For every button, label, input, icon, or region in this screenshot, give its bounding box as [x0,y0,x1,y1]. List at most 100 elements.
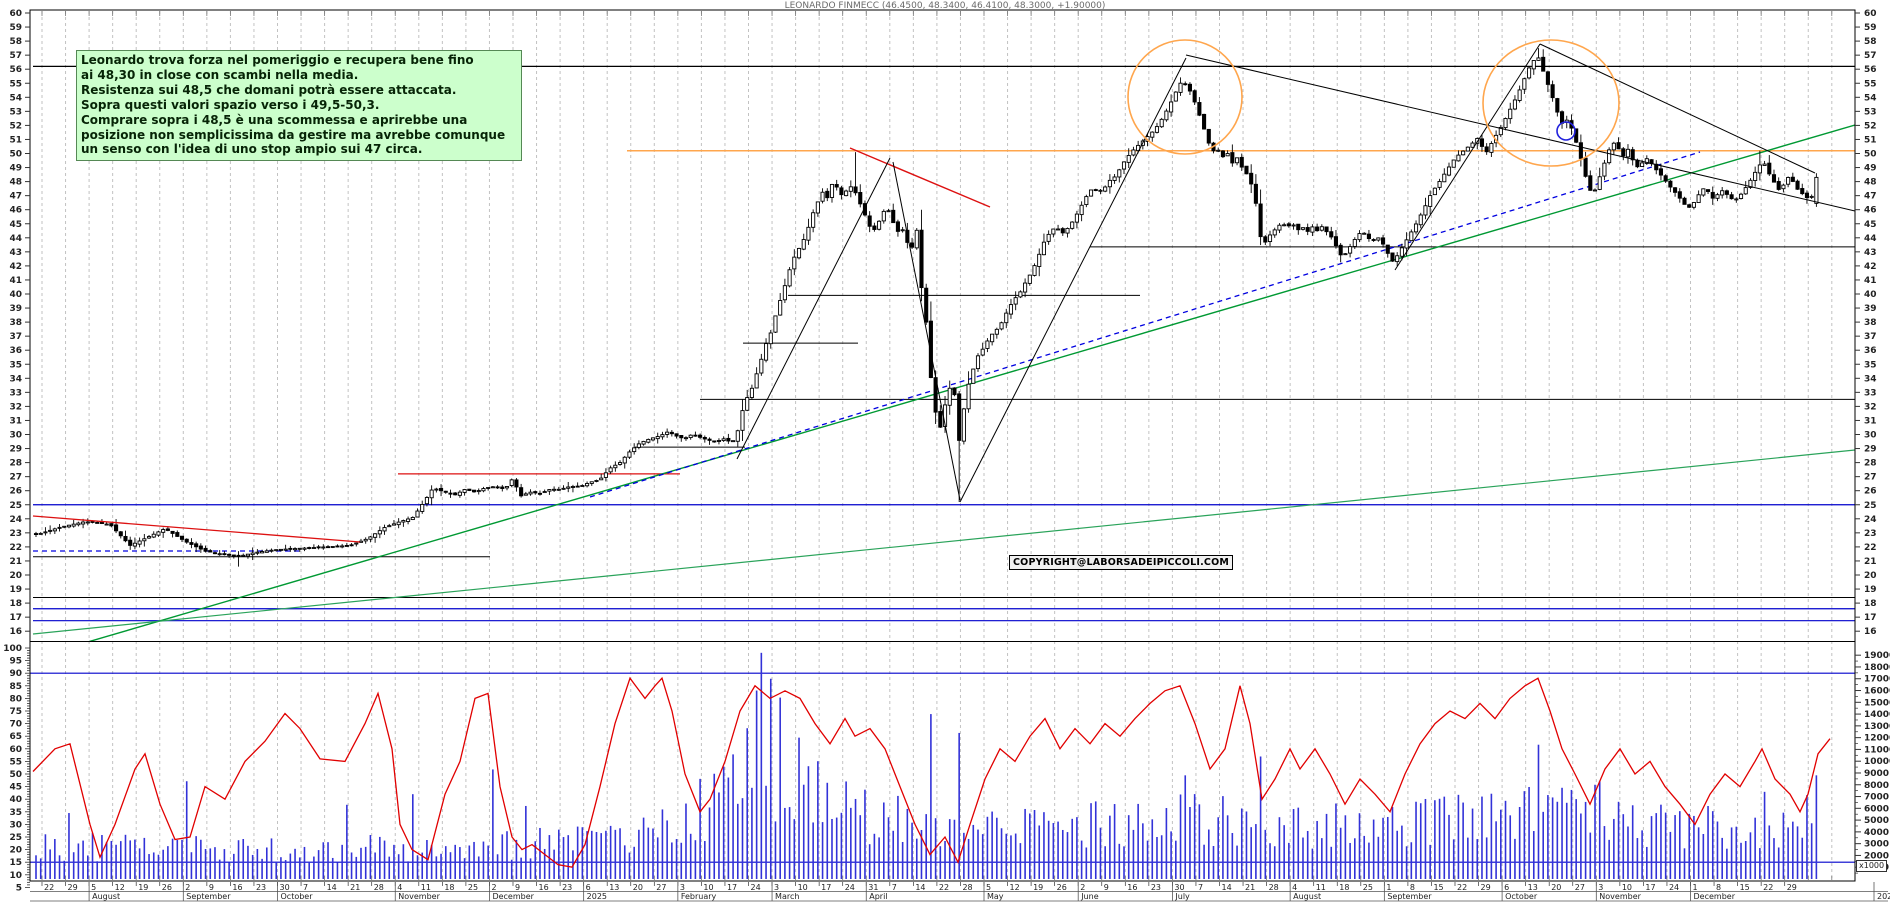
volume-bar [1259,756,1262,879]
candle [589,481,594,484]
week-label: 3 [1598,883,1603,892]
candle [434,488,439,491]
svg-text:6000: 6000 [1864,804,1889,814]
candle [617,462,623,465]
candle [796,247,802,259]
volume-bar [1396,830,1398,879]
candle [1446,166,1452,176]
volume-bar [1740,842,1742,879]
candle [1098,189,1103,192]
volume-bar [1434,800,1436,879]
candle [740,410,745,431]
volume-bar [1029,813,1031,879]
candle [227,553,232,556]
volume-bar [1189,806,1191,879]
svg-text:32: 32 [1864,402,1877,412]
svg-text:41: 41 [9,276,22,286]
candle [486,486,491,489]
week-label: 21 [350,883,360,892]
candle [1592,189,1598,192]
candle [1056,228,1061,231]
candle [95,521,100,524]
volume-bar [1043,812,1045,879]
volume-bar [1240,808,1243,879]
candle [38,532,43,535]
candle [104,523,109,526]
candle [1809,195,1814,198]
week-label: 24 [1669,883,1679,892]
volume-bar [1561,787,1563,879]
candle [820,191,825,202]
volume-bar [1391,806,1394,879]
volume-bar [1532,831,1535,879]
candle [396,521,401,526]
candle [1517,89,1522,101]
volume-bar [1255,824,1257,879]
volume-bar [1697,827,1700,879]
svg-text:51: 51 [9,135,22,145]
month-label: November [1599,892,1641,901]
candle [490,486,495,489]
candle [1545,71,1550,85]
volume-bar [82,840,84,879]
volume-bar [1570,789,1573,879]
week-label: 30 [1174,883,1184,892]
candle [1418,214,1423,226]
candle [1023,282,1028,293]
volume-bar [1405,846,1408,879]
volume-bar [1363,835,1366,879]
candle [1428,195,1433,207]
volume-bar [459,847,461,879]
candle [1724,190,1729,195]
candle [184,538,189,543]
volume-bar [1099,827,1102,879]
volume-bar [567,835,570,879]
week-label: 9 [1104,883,1109,892]
volume-bar [1693,815,1695,879]
svg-text:38: 38 [9,318,22,328]
volume-bar [1683,848,1686,879]
volume-bar [534,841,537,879]
indicator-volume-panel[interactable] [30,641,1855,881]
volume-bar [1509,815,1512,879]
svg-text:51: 51 [1864,135,1877,145]
candle [1621,148,1626,157]
volume-bar [1806,795,1808,879]
volume-bar [1594,784,1596,879]
volume-bar [209,848,212,879]
candle [1300,227,1306,230]
svg-text:56: 56 [1864,65,1877,75]
volume-bar [1410,842,1413,879]
candle [698,434,703,438]
svg-text:19000: 19000 [1864,651,1890,661]
candle [519,487,524,497]
candle [1710,192,1715,199]
volume-bar [275,861,278,879]
svg-text:36: 36 [1864,346,1877,356]
candle [1253,183,1258,204]
week-label: 18 [1339,883,1349,892]
candle [632,447,637,453]
candle [815,201,820,214]
week-label: 6 [586,883,591,892]
x-axis-group [30,882,1888,902]
candle [669,431,674,435]
candle [1267,234,1273,243]
volume-bar [336,862,339,879]
volume-bar [986,816,989,879]
volume-bar [294,848,296,879]
volume-bar [134,839,136,879]
volume-bar [1589,832,1592,879]
candle [580,485,585,487]
week-label: 17 [727,883,737,892]
candle [1588,175,1593,191]
svg-text:29: 29 [9,445,22,455]
volume-bar [680,842,683,879]
volume-bar [265,847,268,879]
candle [1597,176,1602,190]
month-label: October [1505,892,1538,901]
candle [947,387,952,406]
week-label: 29 [1481,883,1491,892]
candle [1263,236,1268,243]
week-label: 14 [327,883,337,892]
